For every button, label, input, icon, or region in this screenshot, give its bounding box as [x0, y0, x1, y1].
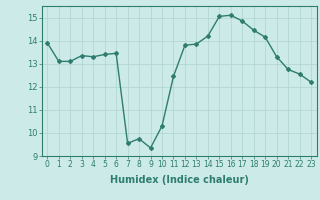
X-axis label: Humidex (Indice chaleur): Humidex (Indice chaleur)	[110, 175, 249, 185]
